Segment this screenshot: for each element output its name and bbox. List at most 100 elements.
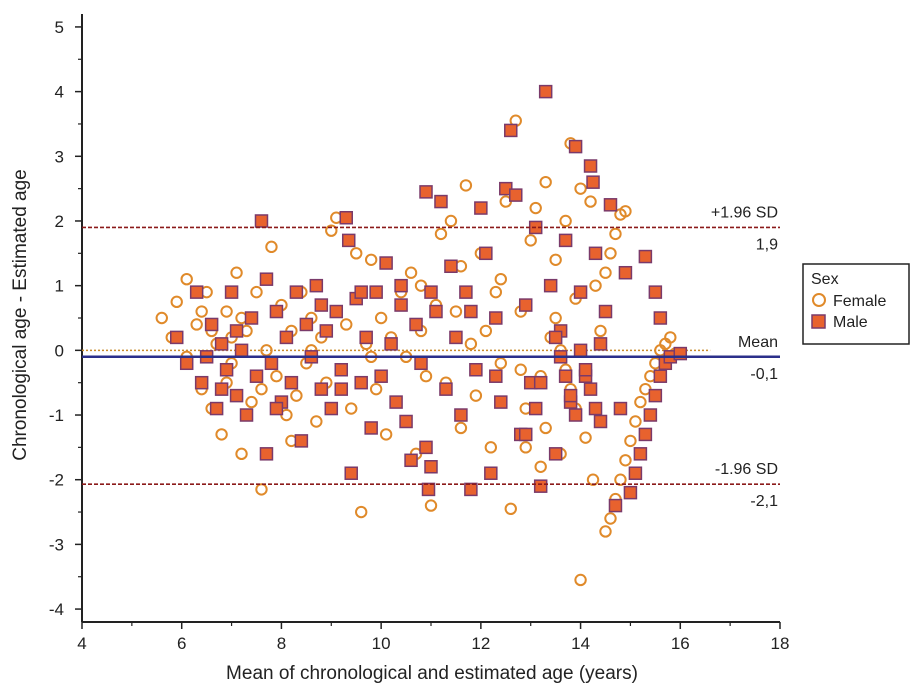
female-point <box>255 483 268 496</box>
female-point <box>195 305 208 318</box>
female-point <box>155 311 168 325</box>
male-point <box>209 401 224 416</box>
female-point <box>589 279 602 292</box>
male-point <box>359 330 373 345</box>
female-point <box>549 311 562 325</box>
male-point <box>424 285 438 299</box>
male-point <box>249 369 264 383</box>
female-point <box>464 337 478 351</box>
y-tick-label: 0 <box>55 341 64 360</box>
male-point <box>586 175 600 189</box>
male-point <box>244 311 259 325</box>
male-point <box>219 362 234 377</box>
male-point <box>454 408 468 422</box>
female-point <box>345 402 358 415</box>
female-point <box>170 295 183 309</box>
female-point <box>340 318 353 331</box>
male-point <box>533 375 548 390</box>
female-point <box>245 395 258 409</box>
female-point <box>529 201 542 215</box>
male-point <box>558 233 573 248</box>
female-point <box>619 205 632 218</box>
female-point <box>290 389 303 402</box>
male-point <box>543 278 558 293</box>
male-point <box>459 285 473 299</box>
y-tick-label: 1 <box>55 277 64 296</box>
x-tick-label: 18 <box>771 634 790 653</box>
male-point <box>229 324 244 338</box>
female-point <box>549 253 562 266</box>
male-point <box>638 427 653 442</box>
male-point <box>538 84 553 99</box>
male-point <box>494 395 508 409</box>
female-point <box>449 305 463 318</box>
female-point <box>230 266 243 279</box>
mean-line-label: Mean <box>738 334 778 351</box>
x-axis-title: Mean of chronological and estimated age … <box>226 663 638 684</box>
x-tick-label: 12 <box>471 634 490 653</box>
male-point <box>394 278 408 293</box>
female-point <box>235 447 248 461</box>
male-point <box>389 395 403 409</box>
male-point <box>588 246 603 261</box>
male-point <box>479 246 493 261</box>
x-tick-label: 4 <box>77 634 86 653</box>
male-point <box>653 369 668 383</box>
male-point <box>504 123 518 138</box>
y-tick-label: 5 <box>55 18 64 37</box>
male-point <box>399 414 413 429</box>
male-point <box>409 317 423 332</box>
male-point <box>294 434 309 448</box>
male-point <box>194 375 209 390</box>
female-point <box>434 227 448 241</box>
male-point <box>429 304 443 319</box>
y-tick-label: -1 <box>49 406 64 425</box>
male-point <box>563 388 578 403</box>
female-point <box>524 234 537 247</box>
male-point <box>339 210 353 225</box>
male-point <box>509 188 523 202</box>
male-point <box>528 401 543 416</box>
male-point <box>214 382 229 396</box>
male-point <box>583 159 598 173</box>
male-point <box>548 330 563 345</box>
legend-female-marker <box>812 293 826 307</box>
male-point <box>344 466 358 480</box>
male-point <box>573 285 588 299</box>
male-point <box>568 408 583 422</box>
male-point <box>439 382 453 396</box>
male-point <box>179 356 194 371</box>
male-point <box>229 388 244 403</box>
male-point <box>169 330 184 345</box>
female-point <box>584 195 597 208</box>
male-point <box>354 285 368 299</box>
female-point <box>364 253 378 266</box>
lower-loa-line-value: -2,1 <box>750 493 778 510</box>
male-point <box>284 375 299 390</box>
male-point <box>269 304 284 319</box>
female-point <box>579 431 592 444</box>
female-point <box>599 525 612 538</box>
female-point <box>599 266 612 279</box>
female-point <box>374 311 388 325</box>
legend-male-label: Male <box>833 314 868 331</box>
male-point <box>259 447 274 461</box>
y-tick-label: -2 <box>49 471 64 490</box>
male-point <box>379 256 393 270</box>
female-point <box>494 272 507 286</box>
male-point <box>484 466 498 480</box>
male-point <box>444 259 458 274</box>
male-point <box>189 285 204 299</box>
female-point <box>629 415 642 428</box>
female-point <box>444 214 458 228</box>
male-point <box>628 466 643 480</box>
male-point <box>623 485 638 500</box>
female-point <box>479 324 493 338</box>
female-point <box>614 473 627 486</box>
male-point <box>643 408 658 422</box>
y-tick-label: 2 <box>55 212 64 231</box>
female-point <box>325 224 338 237</box>
female-point <box>539 421 552 435</box>
female-point <box>586 473 600 486</box>
male-point <box>314 298 329 312</box>
